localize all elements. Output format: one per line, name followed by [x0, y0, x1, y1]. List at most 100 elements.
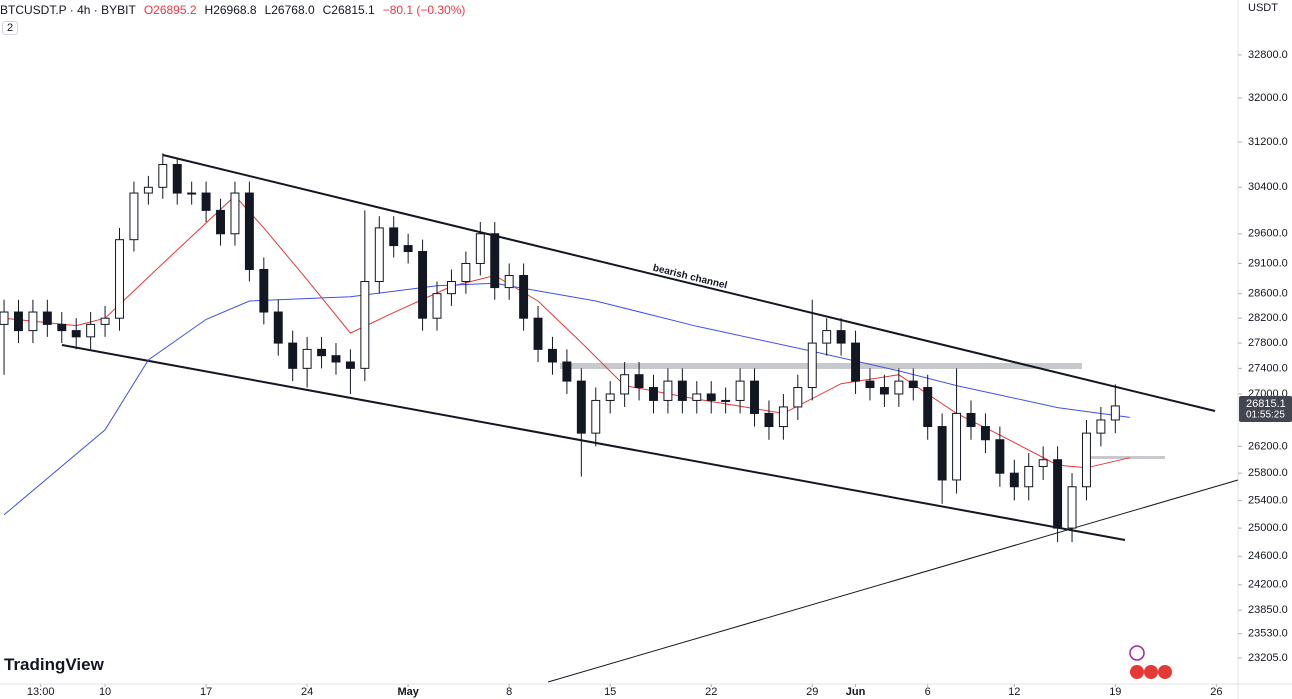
candle-body: [1096, 419, 1106, 434]
candle-body: [562, 361, 572, 382]
candle-body: [273, 311, 283, 344]
candle-body: [504, 274, 514, 289]
candle-body: [216, 209, 225, 235]
y-tick-label: 31200.0: [1248, 136, 1288, 148]
candle-body: [71, 330, 81, 338]
candle-body: [446, 281, 456, 295]
candle-body: [158, 164, 168, 188]
last-price-label: 26815.1: [1246, 398, 1286, 410]
candle-body: [403, 245, 413, 253]
candle-body: [201, 192, 211, 211]
countdown-label: 01:55:25: [1246, 410, 1285, 421]
candle-body: [1038, 459, 1048, 467]
event-icon[interactable]: [1130, 665, 1144, 679]
candle-body: [620, 374, 630, 395]
candle-body: [865, 380, 875, 389]
candle-body: [879, 387, 889, 395]
candle-body: [793, 387, 803, 408]
indicator-count[interactable]: 2: [2, 21, 19, 35]
candle-body: [1053, 459, 1063, 529]
alert-icon[interactable]: [1129, 645, 1145, 661]
candle-body: [980, 426, 990, 441]
channel-lower: [61, 344, 1126, 541]
candle-body: [547, 348, 557, 363]
y-tick-label: 27800.0: [1248, 337, 1288, 349]
candle-body: [519, 274, 529, 319]
ohlc-low: L26768.0: [264, 3, 315, 17]
y-tick-label: 29600.0: [1248, 228, 1288, 240]
candle-body: [374, 227, 384, 283]
event-icon[interactable]: [1144, 665, 1158, 679]
candle-body: [129, 192, 139, 241]
candle-body: [57, 323, 67, 332]
candle-body: [86, 323, 96, 338]
event-icon[interactable]: [1158, 665, 1172, 679]
candle-body: [778, 406, 788, 428]
x-tick-label: May: [397, 686, 419, 698]
x-tick-label: 8: [506, 686, 512, 698]
ohlc-close: C26815.1: [322, 3, 375, 17]
x-tick-label: 12: [1008, 686, 1020, 698]
candle-body: [995, 439, 1005, 474]
y-tick-label: 25400.0: [1248, 494, 1288, 506]
symbol[interactable]: BTCUSDT.P · 4h · BYBIT: [0, 3, 136, 17]
ohlc-change: −80.1 (−0.30%): [382, 3, 466, 17]
candle-body: [360, 281, 370, 369]
candle-body: [28, 311, 38, 332]
x-tick-label: 6: [925, 686, 931, 698]
support-zone: [1085, 456, 1165, 459]
candle-body: [591, 399, 601, 434]
candle-body: [244, 192, 254, 270]
x-tick-label: 10: [99, 686, 111, 698]
candle-body: [143, 186, 153, 194]
currency[interactable]: USDT: [1248, 2, 1278, 14]
candle-body: [649, 387, 658, 401]
candle-body: [663, 380, 673, 401]
y-tick-label: 32000.0: [1248, 92, 1288, 104]
candle-body: [100, 317, 110, 325]
candle-body: [605, 393, 615, 401]
y-tick-label: 32800.0: [1248, 49, 1288, 61]
x-tick-label: 29: [806, 686, 818, 698]
candle-body: [115, 239, 124, 319]
candle-body: [1067, 486, 1077, 529]
y-tick-label: 23205.0: [1248, 652, 1288, 664]
brand[interactable]: TradingView: [4, 655, 104, 674]
candle-body: [634, 374, 644, 389]
ohlc-open: O26895.2: [143, 3, 197, 17]
x-tick-label: Jun: [846, 686, 866, 698]
candle-body: [851, 342, 861, 382]
candle-body: [908, 380, 918, 389]
candle-body: [418, 251, 428, 319]
candle-body: [331, 355, 341, 363]
candle-body: [764, 412, 774, 428]
candle-body: [461, 262, 471, 283]
candle-body: [42, 311, 52, 325]
candle-body: [259, 268, 269, 313]
candle-body: [807, 342, 817, 389]
resistance-zone: [560, 363, 1082, 369]
candle-body: [706, 393, 716, 401]
candle-body: [735, 380, 745, 401]
candle-body: [692, 393, 702, 401]
x-tick-label: 15: [604, 686, 616, 698]
candle-body: [475, 233, 485, 264]
candle-body: [952, 412, 962, 481]
candle-body: [721, 399, 731, 402]
candle-body: [230, 192, 240, 235]
candle-body: [822, 330, 832, 344]
y-tick-label: 23850.0: [1248, 604, 1288, 616]
candle-body: [0, 311, 9, 325]
x-tick-label: 22: [705, 686, 717, 698]
y-tick-label: 30400.0: [1248, 181, 1288, 193]
x-tick-label: 13:00: [27, 686, 55, 698]
y-tick-label: 23530.0: [1248, 628, 1288, 640]
candle-body: [750, 380, 759, 414]
x-tick-label: 19: [1109, 686, 1121, 698]
candle-body: [187, 192, 197, 195]
candle-body: [1110, 405, 1120, 421]
candle-body: [345, 361, 355, 369]
y-tick-label: 27400.0: [1248, 362, 1288, 374]
